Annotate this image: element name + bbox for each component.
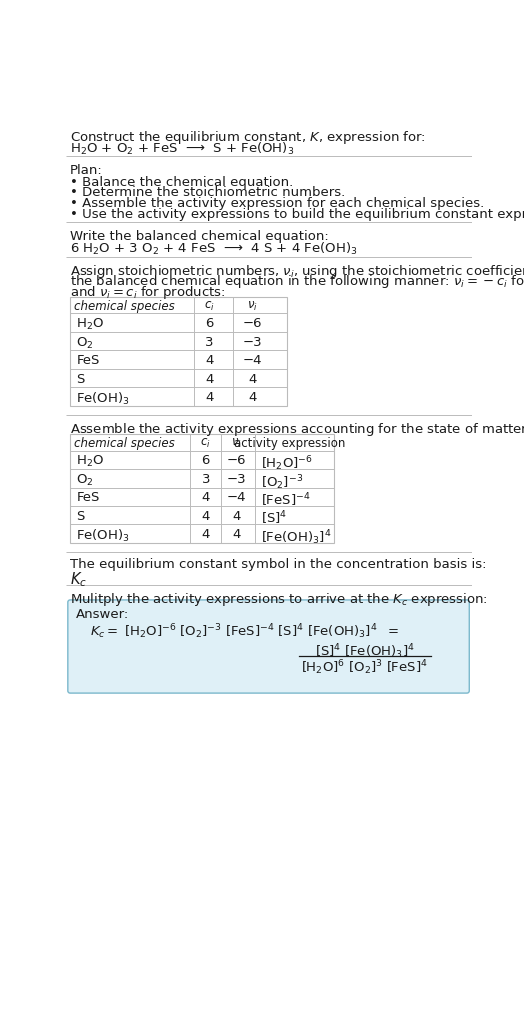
Text: $\nu_i$: $\nu_i$ bbox=[247, 299, 258, 312]
Text: Construct the equilibrium constant, $K$, expression for:: Construct the equilibrium constant, $K$,… bbox=[70, 129, 426, 146]
Text: 4: 4 bbox=[248, 391, 256, 404]
Text: $K_c = $ [H$_2$O]$^{-6}$ [O$_2$]$^{-3}$ [FeS]$^{-4}$ [S]$^4$ [Fe(OH)$_3$]$^4$  $: $K_c = $ [H$_2$O]$^{-6}$ [O$_2$]$^{-3}$ … bbox=[90, 622, 399, 641]
Text: 4: 4 bbox=[233, 509, 241, 523]
Text: Write the balanced chemical equation:: Write the balanced chemical equation: bbox=[70, 230, 329, 243]
Text: S: S bbox=[77, 509, 85, 523]
Text: [O$_2$]$^{-3}$: [O$_2$]$^{-3}$ bbox=[261, 473, 303, 491]
Text: and $\nu_i = c_i$ for products:: and $\nu_i = c_i$ for products: bbox=[70, 284, 226, 301]
Text: FeS: FeS bbox=[77, 491, 100, 504]
Text: $K_c$: $K_c$ bbox=[70, 570, 87, 588]
Text: Assign stoichiometric numbers, $\nu_i$, using the stoichiometric coefficients, $: Assign stoichiometric numbers, $\nu_i$, … bbox=[70, 262, 524, 280]
Text: Plan:: Plan: bbox=[70, 164, 103, 177]
Text: • Balance the chemical equation.: • Balance the chemical equation. bbox=[70, 176, 293, 189]
Text: −3: −3 bbox=[243, 336, 262, 349]
Text: Fe(OH)$_3$: Fe(OH)$_3$ bbox=[77, 391, 130, 407]
Text: 6: 6 bbox=[202, 454, 210, 468]
Text: Assemble the activity expressions accounting for the state of matter and $\nu_i$: Assemble the activity expressions accoun… bbox=[70, 422, 524, 438]
Text: Answer:: Answer: bbox=[77, 609, 129, 622]
Text: 3: 3 bbox=[202, 473, 210, 486]
Text: −6: −6 bbox=[227, 454, 246, 468]
Text: $c_i$: $c_i$ bbox=[200, 437, 211, 450]
Text: O$_2$: O$_2$ bbox=[77, 473, 94, 488]
Bar bbox=[70, 296, 287, 406]
Text: −4: −4 bbox=[243, 354, 262, 368]
Text: 6: 6 bbox=[205, 318, 214, 331]
Text: 4: 4 bbox=[205, 354, 214, 368]
Text: H$_2$O: H$_2$O bbox=[77, 318, 104, 333]
Text: 3: 3 bbox=[205, 336, 214, 349]
Text: −4: −4 bbox=[227, 491, 246, 504]
Bar bbox=[70, 434, 334, 543]
Text: −3: −3 bbox=[227, 473, 247, 486]
Text: 4: 4 bbox=[205, 373, 214, 386]
Text: The equilibrium constant symbol in the concentration basis is:: The equilibrium constant symbol in the c… bbox=[70, 558, 487, 572]
Text: [S]$^4$: [S]$^4$ bbox=[261, 509, 287, 528]
Text: chemical species: chemical species bbox=[74, 299, 175, 312]
Text: [H$_2$O]$^{-6}$: [H$_2$O]$^{-6}$ bbox=[261, 454, 313, 473]
Text: Mulitply the activity expressions to arrive at the $K_c$ expression:: Mulitply the activity expressions to arr… bbox=[70, 591, 488, 609]
Text: 4: 4 bbox=[202, 528, 210, 541]
Text: H$_2$O: H$_2$O bbox=[77, 454, 104, 470]
Text: $\nu_i$: $\nu_i$ bbox=[232, 437, 242, 450]
Text: chemical species: chemical species bbox=[74, 437, 175, 449]
Text: 4: 4 bbox=[205, 391, 214, 404]
Text: 4: 4 bbox=[233, 528, 241, 541]
Text: [Fe(OH)$_3$]$^4$: [Fe(OH)$_3$]$^4$ bbox=[261, 528, 331, 547]
Text: $c_i$: $c_i$ bbox=[204, 299, 215, 312]
Text: 4: 4 bbox=[248, 373, 256, 386]
Text: 6 H$_2$O + 3 O$_2$ + 4 FeS  ⟶  4 S + 4 Fe(OH)$_3$: 6 H$_2$O + 3 O$_2$ + 4 FeS ⟶ 4 S + 4 Fe(… bbox=[70, 241, 358, 257]
Text: • Use the activity expressions to build the equilibrium constant expression.: • Use the activity expressions to build … bbox=[70, 208, 524, 221]
Text: O$_2$: O$_2$ bbox=[77, 336, 94, 351]
Text: FeS: FeS bbox=[77, 354, 100, 368]
Text: 4: 4 bbox=[202, 509, 210, 523]
Text: [S]$^4$ [Fe(OH)$_3$]$^4$: [S]$^4$ [Fe(OH)$_3$]$^4$ bbox=[315, 642, 414, 661]
Text: S: S bbox=[77, 373, 85, 386]
Text: H$_2$O + O$_2$ + FeS  ⟶  S + Fe(OH)$_3$: H$_2$O + O$_2$ + FeS ⟶ S + Fe(OH)$_3$ bbox=[70, 141, 294, 157]
Text: • Determine the stoichiometric numbers.: • Determine the stoichiometric numbers. bbox=[70, 187, 345, 199]
Text: activity expression: activity expression bbox=[234, 437, 345, 449]
FancyBboxPatch shape bbox=[68, 600, 470, 693]
Text: −6: −6 bbox=[243, 318, 262, 331]
Text: [H$_2$O]$^6$ [O$_2$]$^3$ [FeS]$^4$: [H$_2$O]$^6$ [O$_2$]$^3$ [FeS]$^4$ bbox=[301, 659, 428, 677]
Text: Fe(OH)$_3$: Fe(OH)$_3$ bbox=[77, 528, 130, 544]
Text: • Assemble the activity expression for each chemical species.: • Assemble the activity expression for e… bbox=[70, 197, 484, 210]
Text: 4: 4 bbox=[202, 491, 210, 504]
Text: the balanced chemical equation in the following manner: $\nu_i = -c_i$ for react: the balanced chemical equation in the fo… bbox=[70, 274, 524, 290]
Text: [FeS]$^{-4}$: [FeS]$^{-4}$ bbox=[261, 491, 310, 508]
